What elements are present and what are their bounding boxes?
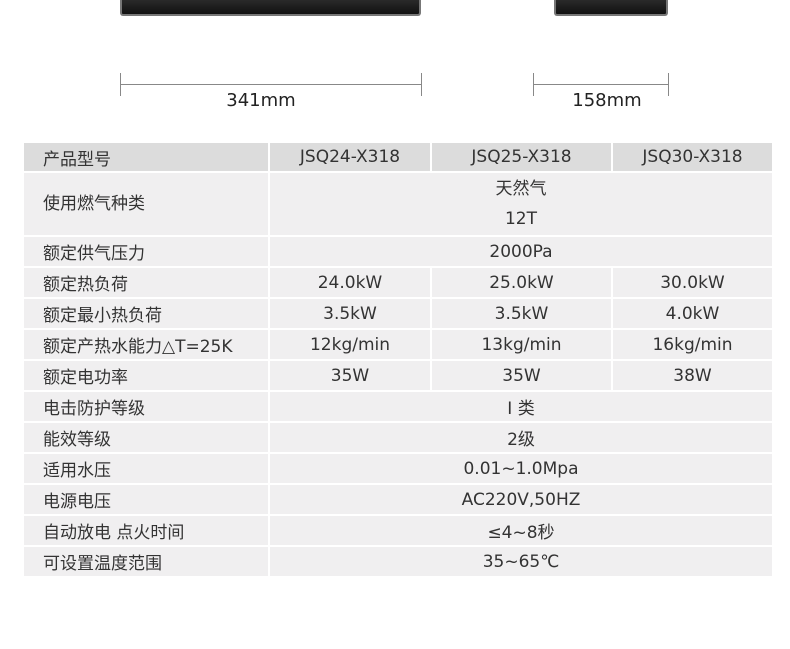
- table-row: 额定供气压力 2000Pa: [22, 235, 774, 268]
- product-front-image: [120, 0, 421, 16]
- depth-dimension-label: 158mm: [572, 90, 642, 111]
- product-side-image: [554, 0, 668, 16]
- row-value: 30.0kW: [611, 266, 774, 299]
- row-label: 电源电压: [22, 483, 270, 516]
- row-label: 额定供气压力: [22, 235, 270, 268]
- table-header-row: 产品型号 JSQ24-X318 JSQ25-X318 JSQ30-X318: [22, 143, 774, 173]
- row-value: AC220V,50HZ: [268, 483, 774, 516]
- table-row: 使用燃气种类 天然气 12T: [22, 171, 774, 237]
- table-row: 额定产热水能力△T=25K 12kg/min 13kg/min 16kg/min: [22, 328, 774, 361]
- row-value: 3.5kW: [268, 297, 432, 330]
- row-label: 额定电功率: [22, 359, 270, 392]
- table-row: 额定最小热负荷 3.5kW 3.5kW 4.0kW: [22, 297, 774, 330]
- row-value: I 类: [268, 390, 774, 423]
- table-row: 适用水压 0.01~1.0Mpa: [22, 452, 774, 485]
- row-value: 35W: [268, 359, 432, 392]
- row-value: 24.0kW: [268, 266, 432, 299]
- spec-table: 产品型号 JSQ24-X318 JSQ25-X318 JSQ30-X318 使用…: [22, 143, 774, 578]
- row-value: 天然气 12T: [268, 171, 774, 237]
- width-dimension-line: [120, 73, 422, 96]
- row-value: 35W: [430, 359, 613, 392]
- table-row: 额定热负荷 24.0kW 25.0kW 30.0kW: [22, 266, 774, 299]
- row-value: 3.5kW: [430, 297, 613, 330]
- row-label: 额定热负荷: [22, 266, 270, 299]
- width-dimension-label: 341mm: [226, 90, 296, 111]
- table-row: 额定电功率 35W 35W 38W: [22, 359, 774, 392]
- model-header: JSQ25-X318: [430, 143, 613, 173]
- row-value: 25.0kW: [430, 266, 613, 299]
- table-row: 自动放电 点火时间 ≤4~8秒: [22, 514, 774, 547]
- row-value: 2000Pa: [268, 235, 774, 268]
- row-label: 自动放电 点火时间: [22, 514, 270, 547]
- row-value: 0.01~1.0Mpa: [268, 452, 774, 485]
- row-label: 额定最小热负荷: [22, 297, 270, 330]
- table-row: 电源电压 AC220V,50HZ: [22, 483, 774, 516]
- row-label: 适用水压: [22, 452, 270, 485]
- row-value: 13kg/min: [430, 328, 613, 361]
- table-row: 电击防护等级 I 类: [22, 390, 774, 423]
- header-label: 产品型号: [22, 143, 270, 173]
- row-value: ≤4~8秒: [268, 514, 774, 547]
- table-row: 可设置温度范围 35~65℃: [22, 545, 774, 578]
- row-label: 可设置温度范围: [22, 545, 270, 578]
- row-value: 4.0kW: [611, 297, 774, 330]
- row-label: 能效等级: [22, 421, 270, 454]
- row-label: 额定产热水能力△T=25K: [22, 328, 270, 361]
- row-value: 38W: [611, 359, 774, 392]
- row-label: 使用燃气种类: [22, 171, 270, 237]
- model-header: JSQ24-X318: [268, 143, 432, 173]
- row-label: 电击防护等级: [22, 390, 270, 423]
- row-value: 2级: [268, 421, 774, 454]
- row-value: 12kg/min: [268, 328, 432, 361]
- model-header: JSQ30-X318: [611, 143, 774, 173]
- depth-dimension-line: [533, 73, 669, 96]
- row-value: 16kg/min: [611, 328, 774, 361]
- row-value: 35~65℃: [268, 545, 774, 578]
- table-row: 能效等级 2级: [22, 421, 774, 454]
